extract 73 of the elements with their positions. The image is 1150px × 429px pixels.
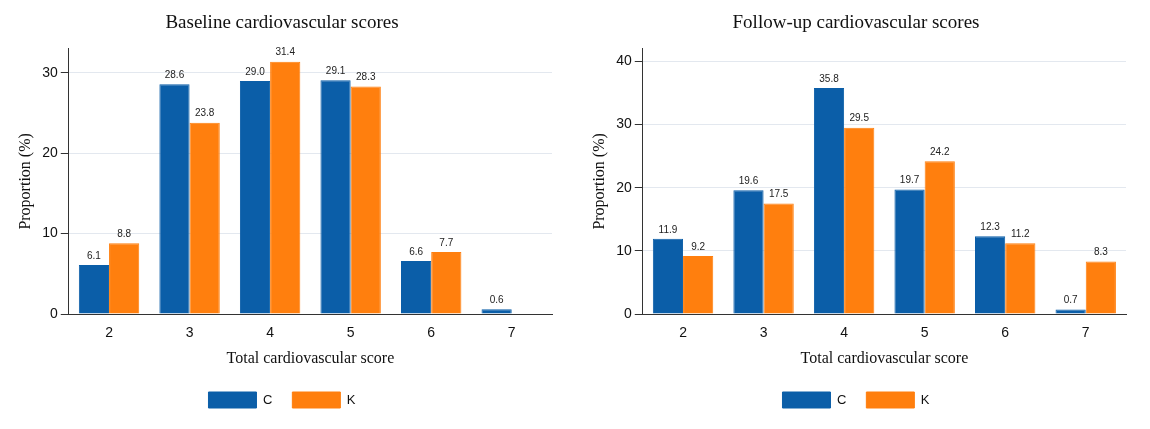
x-tick-label: 2 [679, 324, 688, 341]
bar [652, 238, 684, 314]
y-tick-label: 30 [42, 63, 58, 80]
bar [431, 252, 462, 314]
bar [350, 86, 381, 314]
data-label: 29.1 [325, 64, 346, 76]
y-tick-label: 30 [616, 115, 632, 132]
bar [109, 243, 140, 314]
x-tick-label: 3 [185, 324, 194, 341]
bar [924, 161, 955, 314]
x-tick-label: 5 [346, 324, 355, 341]
data-label: 11.2 [1010, 228, 1031, 240]
data-label: 24.2 [930, 145, 950, 157]
bar [1005, 243, 1036, 314]
bar [270, 61, 301, 314]
data-label: 35.8 [819, 72, 840, 84]
x-tick-label: 3 [759, 324, 768, 341]
data-label: 19.7 [899, 174, 920, 186]
data-label: 6.6 [409, 245, 424, 257]
x-tick-label: 5 [920, 324, 929, 341]
data-label: 0.7 [1063, 294, 1079, 306]
y-tick-label: 10 [42, 224, 58, 241]
legend-label: K [920, 391, 930, 407]
bar [894, 189, 925, 314]
data-label: 29.5 [849, 112, 870, 124]
y-tick-label: 0 [49, 304, 58, 321]
bar [1085, 261, 1116, 314]
bar [763, 203, 794, 314]
bar [974, 236, 1006, 314]
legend-label: K [346, 391, 356, 407]
data-label: 17.5 [768, 188, 789, 200]
chart-title: Baseline cardiovascular scores [165, 11, 399, 33]
data-label: 19.6 [738, 174, 759, 186]
y-tick-label: 20 [42, 144, 58, 161]
data-label: 8.3 [1093, 246, 1109, 258]
y-tick-label: 20 [616, 178, 632, 195]
y-axis-title: Proportion (%) [589, 133, 608, 230]
data-label: 6.1 [86, 249, 102, 261]
bar [813, 87, 845, 314]
bar [733, 190, 764, 314]
data-label: 23.8 [194, 107, 215, 119]
data-label: 12.3 [980, 221, 1001, 233]
y-tick-label: 10 [616, 241, 632, 258]
chart-title: Follow-up cardiovascular scores [732, 11, 980, 33]
x-tick-label: 4 [840, 324, 849, 341]
legend-label: C [262, 391, 273, 407]
data-label: 28.3 [356, 71, 376, 83]
bar [78, 264, 110, 314]
data-label: 8.8 [117, 228, 132, 240]
x-tick-label: 7 [1081, 324, 1090, 341]
data-label: 28.6 [164, 68, 185, 80]
y-tick-label: 40 [616, 52, 632, 69]
data-label: 9.2 [691, 240, 706, 252]
bar [159, 84, 190, 314]
bar [189, 122, 220, 314]
x-tick-label: 7 [507, 324, 516, 341]
x-tick-label: 6 [1001, 324, 1010, 341]
data-label: 29.0 [245, 65, 266, 77]
data-label: 0.6 [489, 293, 505, 305]
bar [320, 80, 351, 314]
bar [844, 127, 875, 314]
data-label: 11.9 [658, 223, 678, 235]
x-tick-label: 6 [427, 324, 436, 341]
x-tick-label: 4 [266, 324, 275, 341]
legend-label: C [836, 391, 847, 407]
x-axis-title: Total cardiovascular score [226, 348, 395, 366]
y-tick-label: 0 [623, 304, 632, 321]
data-label: 31.4 [275, 46, 296, 58]
x-tick-label: 2 [105, 324, 114, 341]
bar [400, 260, 432, 314]
data-label: 7.7 [439, 236, 454, 248]
y-axis-title: Proportion (%) [15, 133, 34, 230]
x-axis-title: Total cardiovascular score [800, 348, 969, 366]
